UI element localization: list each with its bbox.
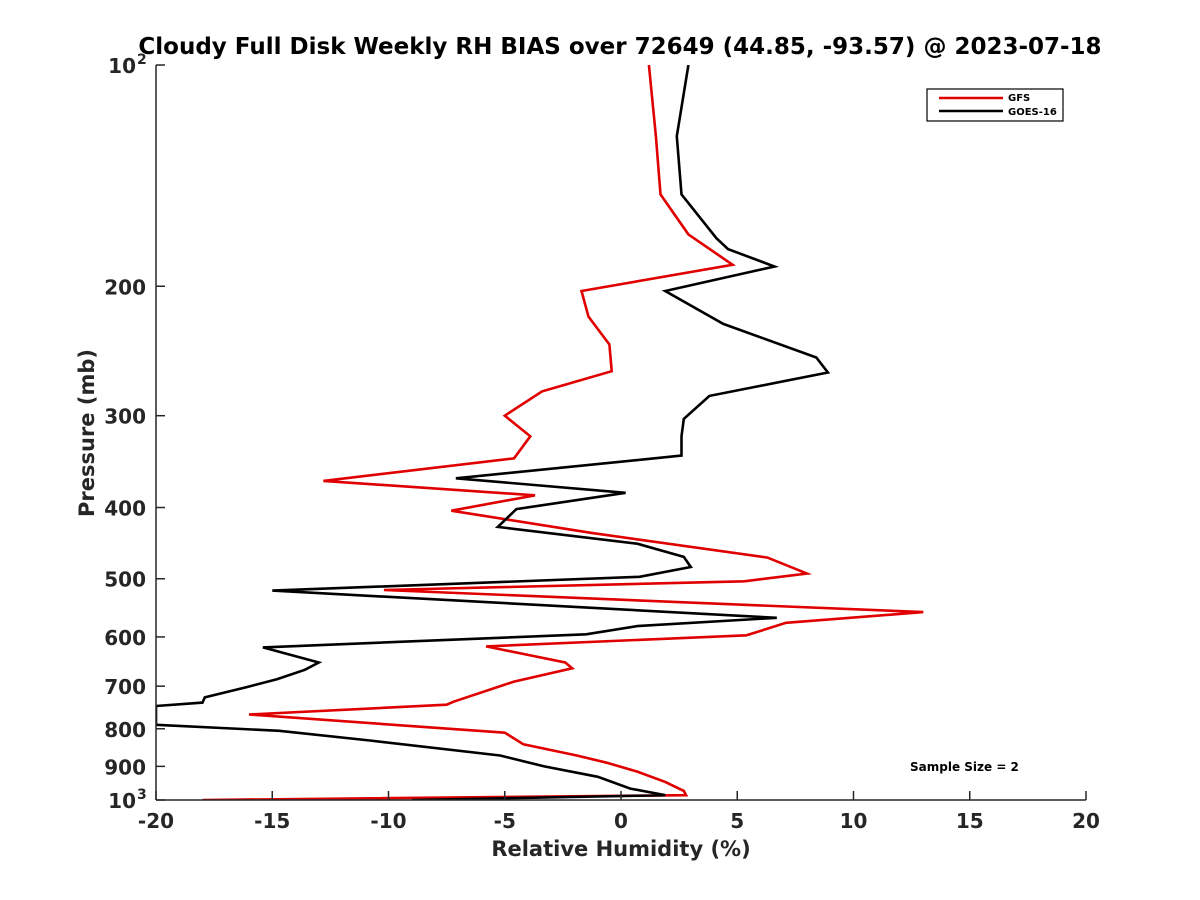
y-tick-label: 200 <box>104 275 146 299</box>
y-tick-label: 400 <box>104 497 146 521</box>
legend-label-gfs: GFS <box>1008 93 1030 104</box>
y-tick-label: 300 <box>104 405 146 429</box>
legend-box <box>926 88 1064 122</box>
y-tick-label: 500 <box>104 568 146 592</box>
x-tick-label: 10 <box>840 809 868 833</box>
x-tick-label: 0 <box>614 809 628 833</box>
y-tick-exponent: 3 <box>137 787 147 803</box>
sample-size-annotation: Sample Size = 2 <box>910 760 1019 774</box>
x-tick-label: -15 <box>254 809 290 833</box>
legend: GFS GOES-16 <box>926 88 1064 122</box>
y-tick-exponent: 2 <box>137 52 147 68</box>
y-tick-label: 600 <box>104 626 146 650</box>
y-tick-label: 900 <box>104 755 146 779</box>
x-tick-label: 5 <box>730 809 744 833</box>
x-tick-label: -5 <box>494 809 516 833</box>
series-line-goes16 <box>156 65 831 800</box>
x-tick-label: 15 <box>956 809 984 833</box>
series-layer <box>156 65 924 800</box>
plot-area <box>156 65 1086 800</box>
y-axis-title: Pressure (mb) <box>75 349 99 517</box>
x-tick-label: -20 <box>138 809 174 833</box>
x-tick-label: 20 <box>1072 809 1100 833</box>
y-tick-label: 10 <box>108 789 136 813</box>
y-tick-label: 10 <box>108 54 136 78</box>
y-tick-label: 800 <box>104 718 146 742</box>
x-tick-label: -10 <box>370 809 406 833</box>
x-ticks: -20 -15 -10 -5 0 5 10 15 20 <box>138 791 1100 833</box>
chart-title: Cloudy Full Disk Weekly RH BIAS over 726… <box>138 34 1101 60</box>
legend-label-goes16: GOES-16 <box>1008 107 1057 118</box>
y-tick-label: 700 <box>104 675 146 699</box>
series-line-gfs <box>202 65 924 800</box>
x-axis-title: Relative Humidity (%) <box>491 837 750 861</box>
